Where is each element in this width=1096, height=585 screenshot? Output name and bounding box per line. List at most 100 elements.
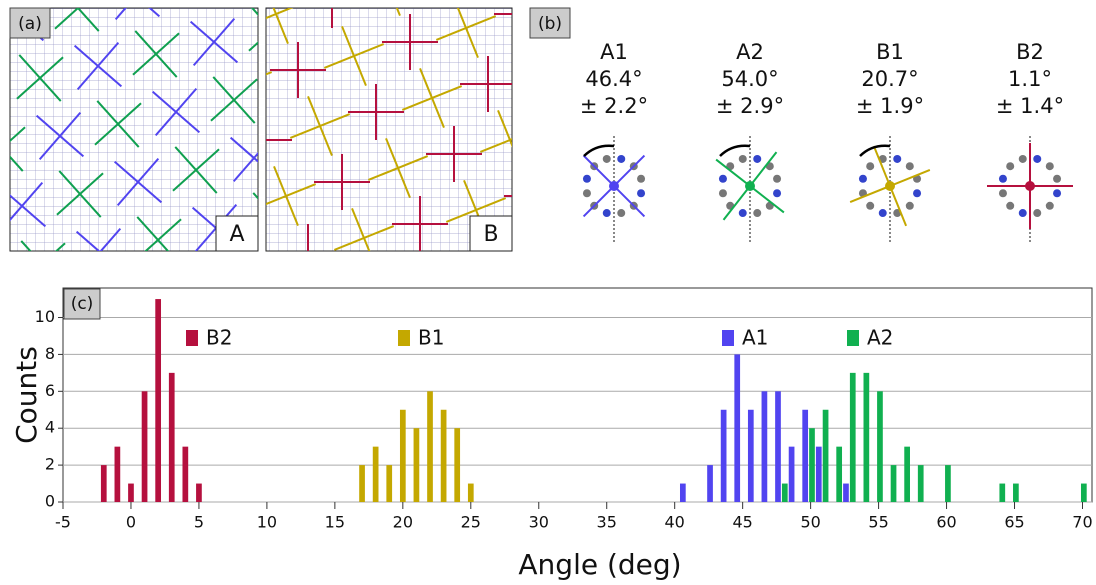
bar: [877, 391, 883, 502]
atom: [999, 175, 1007, 183]
atom: [879, 209, 887, 217]
y-tick-label: 0: [45, 492, 55, 511]
atom: [1019, 155, 1027, 163]
bar: [850, 373, 856, 502]
molecule-error: ± 2.2°: [580, 94, 648, 118]
x-tick-label: 55: [868, 513, 888, 532]
bar: [386, 465, 392, 502]
atom: [739, 209, 747, 217]
legend-swatch: [847, 330, 859, 346]
y-tick-label: 6: [45, 381, 55, 400]
x-tick-label: 20: [393, 513, 413, 532]
atom: [617, 155, 625, 163]
molecule-arm: [173, 0, 214, 7]
y-tick-label: 10: [35, 307, 55, 326]
atom: [719, 189, 727, 197]
atom: [1046, 202, 1054, 210]
x-tick-label: 40: [665, 513, 685, 532]
atom: [583, 175, 591, 183]
x-tick-label: 15: [325, 513, 345, 532]
atom: [859, 175, 867, 183]
rotation-arrow: [584, 146, 614, 156]
legend-swatch: [186, 330, 198, 346]
atom: [1033, 155, 1041, 163]
x-tick-label: 5: [194, 513, 204, 532]
bar: [748, 410, 754, 502]
atom: [1046, 162, 1054, 170]
bar: [891, 465, 897, 502]
bar: [155, 299, 161, 502]
molecule-angle: 1.1°: [1008, 67, 1052, 91]
bar: [400, 410, 406, 502]
molecule-arm: [532, 40, 556, 99]
atom: [893, 155, 901, 163]
bar: [142, 391, 148, 502]
atom: [906, 202, 914, 210]
atom: [866, 202, 874, 210]
bar: [789, 447, 795, 502]
bar: [441, 410, 447, 502]
atom: [999, 189, 1007, 197]
atom: [1053, 189, 1061, 197]
center-atom: [885, 181, 895, 191]
x-tick-label: 45: [732, 513, 752, 532]
y-tick-label: 2: [45, 455, 55, 474]
bar: [169, 373, 175, 502]
atom: [719, 175, 727, 183]
panel-label: (b): [538, 14, 562, 34]
atom: [617, 209, 625, 217]
figure: (a) A B (b) A146.4°± 2.2°A254.0°± 2.9°B1…: [0, 0, 1096, 585]
molecule-arm: [186, 0, 210, 2]
center-atom: [609, 181, 619, 191]
atom: [603, 155, 611, 163]
atom: [753, 155, 761, 163]
x-tick-label: 0: [126, 513, 136, 532]
x-tick-label: -5: [55, 513, 71, 532]
y-tick-label: 4: [45, 418, 55, 437]
atom: [1019, 209, 1027, 217]
center-atom: [745, 181, 755, 191]
bar: [863, 373, 869, 502]
bar: [945, 465, 951, 502]
bar: [999, 484, 1005, 502]
bar: [816, 447, 822, 502]
atom: [773, 189, 781, 197]
atom: [1053, 175, 1061, 183]
molecule-name: A1: [600, 40, 628, 64]
molecule-error: ± 1.9°: [856, 94, 924, 118]
atom: [1006, 202, 1014, 210]
x-tick-label: 30: [529, 513, 549, 532]
y-axis-label: Counts: [10, 346, 43, 444]
molecule-name: B2: [1016, 40, 1044, 64]
bar: [918, 465, 924, 502]
atom: [913, 189, 921, 197]
bar: [843, 484, 849, 502]
x-tick-label: 60: [936, 513, 956, 532]
molecule-arm: [0, 70, 5, 111]
bar: [904, 447, 910, 502]
atom: [1033, 209, 1041, 217]
panel-label: (a): [18, 14, 42, 34]
tile-frame: [10, 8, 258, 251]
legend-swatch: [722, 330, 734, 346]
molecule-name: A2: [736, 40, 764, 64]
tile-label: A: [229, 222, 244, 247]
atom: [603, 209, 611, 217]
x-axis-label: Angle (deg): [518, 548, 681, 581]
legend-label: B1: [418, 326, 444, 350]
atom: [1006, 162, 1014, 170]
x-tick-label: 25: [461, 513, 481, 532]
bar: [1081, 484, 1087, 502]
bar: [836, 447, 842, 502]
x-tick-label: 10: [257, 513, 277, 532]
molecule-name: B1: [876, 40, 904, 64]
molecule-angle: 46.4°: [585, 67, 642, 91]
molecule-angle: 54.0°: [721, 67, 778, 91]
tile-frame: [266, 8, 512, 251]
molecule-arm: [171, 0, 217, 5]
atom: [753, 209, 761, 217]
bar: [762, 391, 768, 502]
bar: [468, 484, 474, 502]
molecule-arm: [514, 58, 573, 82]
atom: [773, 175, 781, 183]
